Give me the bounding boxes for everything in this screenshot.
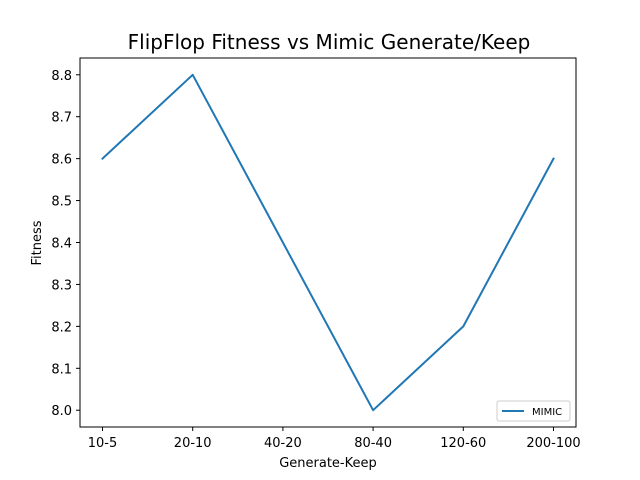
x-axis: 10-5 20-10 40-20 80-40 120-60 200-100 <box>88 427 581 451</box>
y-axis-label: Fitness <box>30 220 45 265</box>
axes-frame <box>79 57 577 428</box>
x-tick-label: 40-20 <box>264 436 302 451</box>
data-point <box>553 158 554 159</box>
y-tick-label: 8.5 <box>51 195 72 210</box>
y-tick-label: 8.0 <box>51 404 72 419</box>
x-tick-label: 80-40 <box>354 436 392 451</box>
data-point <box>102 158 103 159</box>
y-tick-label: 8.4 <box>51 237 72 252</box>
data-point <box>373 410 374 411</box>
x-tick-label: 10-5 <box>88 436 118 451</box>
y-tick-label: 8.1 <box>51 362 72 377</box>
series-line-mimic <box>101 73 555 412</box>
legend-label-mimic: MIMIC <box>532 407 562 418</box>
y-tick-label: 8.3 <box>51 278 72 293</box>
y-tick-label: 8.7 <box>51 111 72 126</box>
chart-title: FlipFlop Fitness vs Mimic Generate/Keep <box>128 30 531 54</box>
plot-area <box>101 73 555 412</box>
x-tick-label: 20-10 <box>174 436 212 451</box>
legend-box <box>496 400 571 422</box>
x-tick-label: 200-100 <box>526 436 580 451</box>
x-axis-label: Generate-Keep <box>279 456 377 471</box>
x-tick-label: 120-60 <box>440 436 486 451</box>
y-axis: 8.0 8.1 8.2 8.3 8.4 8.5 8.6 8.7 8.8 <box>51 69 80 419</box>
y-tick-label: 8.2 <box>51 320 72 335</box>
data-point <box>192 74 193 75</box>
data-point <box>282 242 283 243</box>
y-tick-label: 8.6 <box>51 153 72 168</box>
legend: MIMIC <box>496 400 571 422</box>
data-point <box>463 326 464 327</box>
y-tick-label: 8.8 <box>51 69 72 84</box>
